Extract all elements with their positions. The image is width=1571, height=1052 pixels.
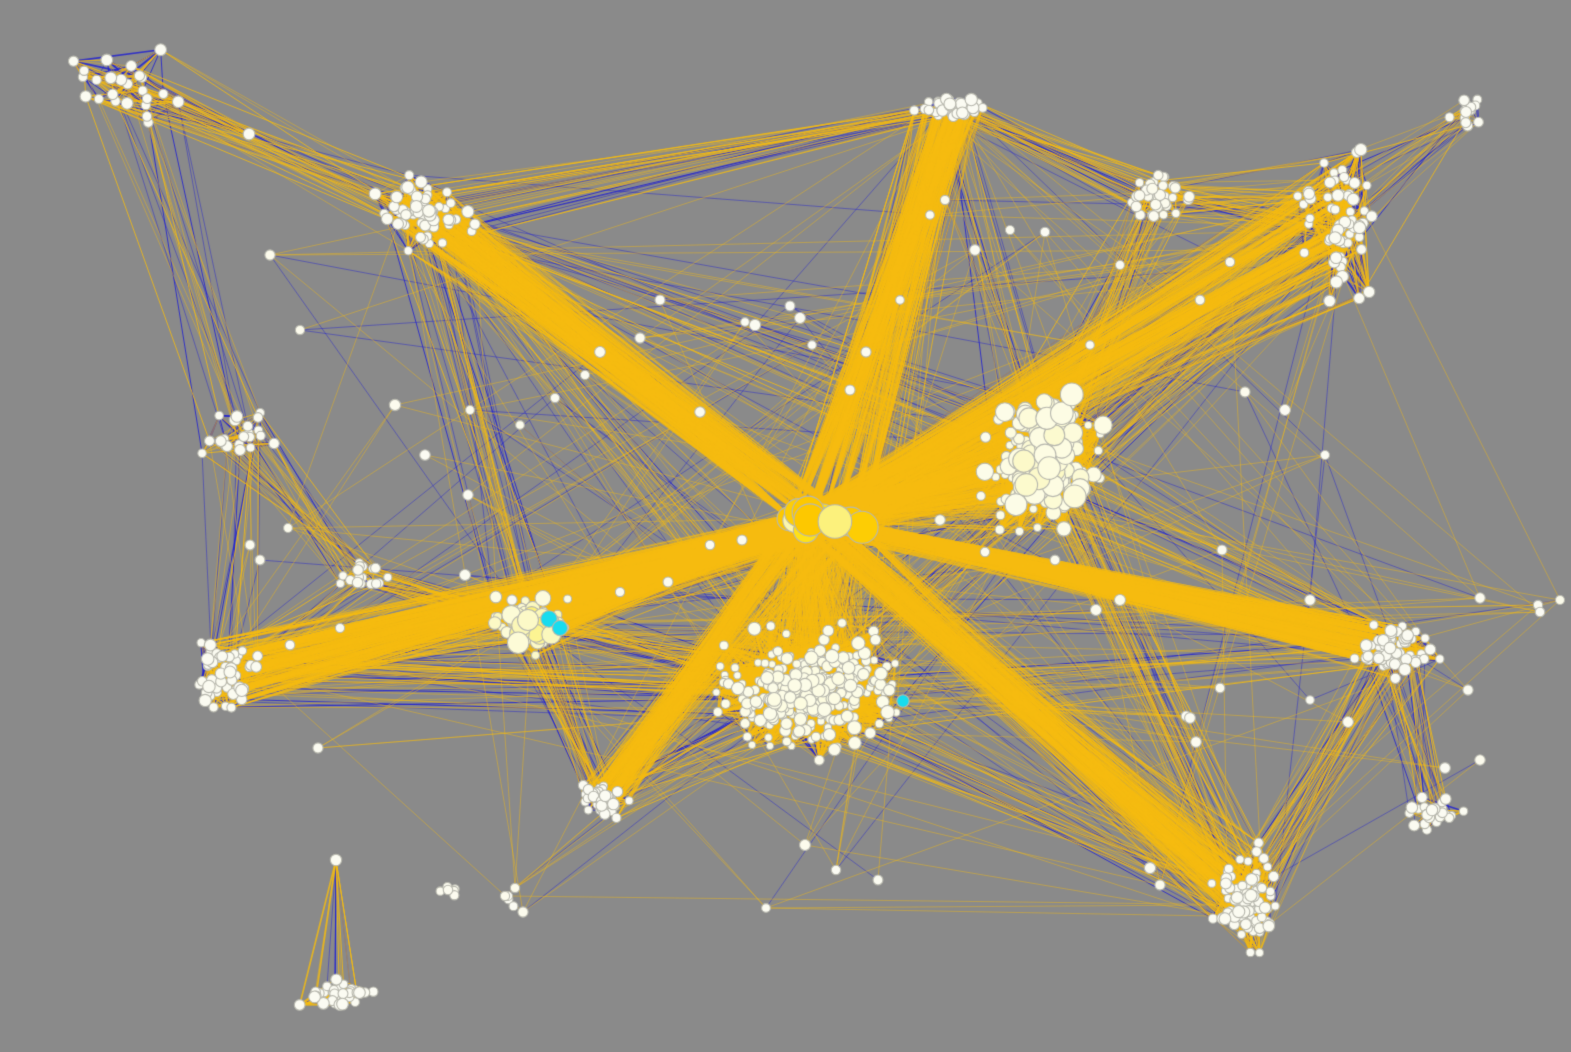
- graph-visualization-stage[interactable]: [0, 0, 1571, 1052]
- network-graph-canvas[interactable]: [0, 0, 1571, 1052]
